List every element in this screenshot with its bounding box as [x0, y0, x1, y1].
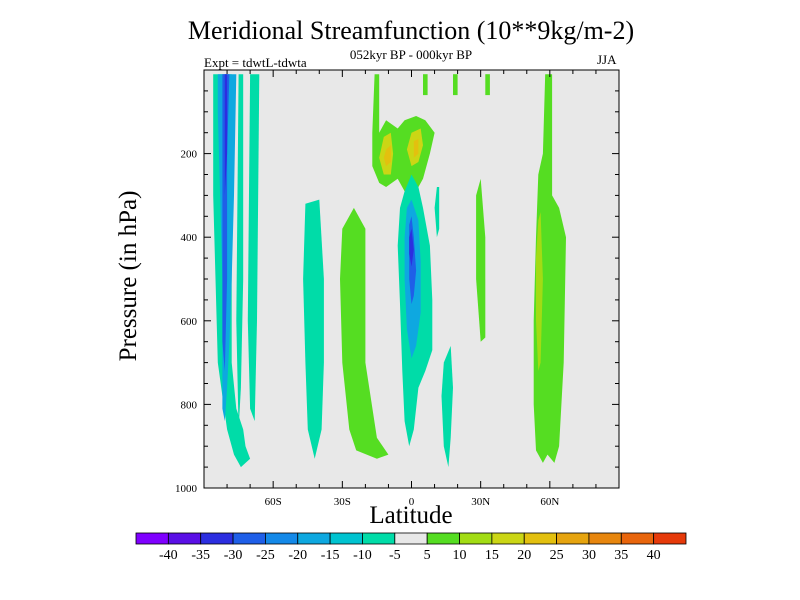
colorbar-swatch: [394, 532, 428, 545]
contour-region-24: [536, 212, 543, 371]
contour-region-17: [409, 228, 414, 267]
x-tick-label: 0: [409, 496, 415, 508]
colorbar-label: -30: [224, 548, 243, 563]
colorbar-label: -35: [191, 548, 210, 563]
y-tick-label: 400: [181, 232, 198, 244]
colorbar-label: -10: [353, 548, 372, 563]
contour-region-5: [247, 74, 260, 422]
colorbar-swatch: [362, 532, 396, 545]
season-label: JJA: [597, 52, 617, 67]
contour-region-22: [485, 74, 490, 96]
axis-ticks: [204, 70, 619, 489]
colorbar-swatch: [200, 532, 234, 545]
colorbar-label: 40: [647, 548, 661, 563]
colorbar-swatch: [523, 532, 557, 545]
colorbar-swatch: [426, 532, 460, 545]
contour-region-19: [441, 345, 453, 468]
colorbar-label: -40: [159, 548, 178, 563]
colorbar-swatch: [459, 532, 493, 545]
x-tick-label: 30N: [471, 496, 490, 508]
colorbar-label: 5: [424, 548, 431, 563]
axis-tick-labels: 60S 30S 0 30N 60N 200 400 600 800 1000: [175, 149, 559, 508]
contour-region-20: [453, 74, 458, 96]
colorbar-label: -20: [288, 548, 307, 563]
colorbar-label: -5: [389, 548, 401, 563]
colorbar-swatch: [620, 532, 655, 545]
colorbar-swatch: [556, 532, 590, 545]
chart-subtitle: 052kyr BP - 000kyr BP: [349, 47, 473, 62]
colorbar: -40 -35 -30 -25 -20 -15 -10 -5 5 10 15 20 25 30 35 40: [135, 532, 687, 563]
colorbar-swatch: [653, 532, 687, 545]
contour-region-3: [224, 74, 228, 196]
y-tick-label: 200: [181, 149, 198, 161]
colorbar-label: 10: [453, 548, 467, 563]
colorbar-swatch: [167, 532, 202, 545]
contour-region-12: [413, 139, 419, 158]
colorbar-label: -25: [256, 548, 275, 563]
contour-region-4: [236, 74, 244, 430]
contour-region-18: [434, 187, 440, 238]
colorbar-swatch: [491, 532, 525, 545]
contour-fills: [213, 74, 566, 468]
colorbar-swatch: [232, 532, 266, 545]
experiment-label: Expt = tdwtL-tdwta: [204, 55, 307, 70]
contour-region-13: [423, 74, 428, 96]
colorbar-label: -15: [321, 548, 340, 563]
colorbar-label: 15: [485, 548, 499, 563]
y-tick-label: 1000: [175, 483, 198, 495]
chart-title: Meridional Streamfunction (10**9kg/m-2): [187, 16, 635, 45]
colorbar-label: 25: [550, 548, 564, 563]
x-tick-label: 30S: [334, 496, 351, 508]
colorbar-label: 30: [582, 548, 596, 563]
colorbar-swatch: [135, 532, 169, 545]
colorbar-swatch: [329, 532, 363, 545]
contour-region-21: [476, 178, 486, 342]
contour-region-6: [303, 199, 324, 459]
y-tick-label: 600: [181, 316, 198, 328]
colorbar-label: 20: [517, 548, 531, 563]
x-tick-label: 60S: [265, 496, 282, 508]
contour-region-10: [383, 145, 391, 167]
contour-region-23: [533, 74, 566, 463]
contour-region-2: [222, 74, 230, 371]
y-tick-label: 800: [181, 399, 198, 411]
colorbar-swatch: [297, 532, 331, 545]
contour-region-7: [340, 207, 389, 459]
x-axis-label: Latitude: [369, 502, 453, 529]
colorbar-swatch: [588, 532, 622, 545]
x-tick-label: 60N: [540, 496, 559, 508]
colorbar-swatch: [265, 532, 299, 545]
colorbar-label: 35: [614, 548, 628, 563]
